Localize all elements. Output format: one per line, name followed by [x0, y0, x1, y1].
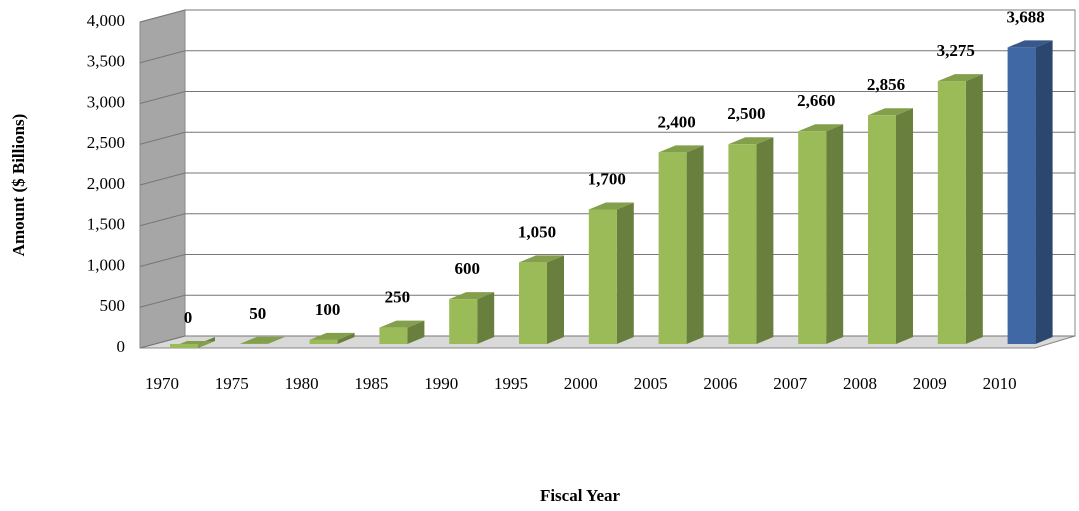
bar-side: [337, 332, 355, 344]
bar: [658, 152, 687, 344]
x-tick-label: 1980: [285, 374, 319, 393]
data-label: 3,275: [937, 41, 975, 60]
x-axis-title: Fiscal Year: [540, 486, 621, 505]
bar-top: [658, 145, 704, 153]
data-label: 2,660: [797, 91, 835, 110]
bar-side: [896, 108, 913, 345]
data-label: 2,500: [727, 104, 765, 123]
data-label: 1,700: [588, 169, 626, 188]
bar-top: [519, 255, 564, 263]
x-tick-label: 2008: [843, 374, 877, 393]
y-tick-label: 2,000: [87, 174, 125, 193]
bar-top: [798, 124, 844, 132]
bar-top: [937, 74, 983, 82]
bar: [519, 262, 547, 344]
x-tick-label: 1995: [494, 374, 528, 393]
y-tick-label: 3,500: [87, 52, 125, 71]
y-tick-label: 1,500: [87, 215, 125, 234]
x-tick-label: 2007: [773, 374, 808, 393]
x-tick-label: 1970: [145, 374, 179, 393]
data-label: 50: [249, 304, 266, 323]
grid-line: [139, 91, 1075, 104]
x-tick-label: 2009: [913, 374, 947, 393]
grid-line: [139, 294, 1075, 308]
bar-side: [477, 292, 495, 344]
x-tick-label: 1990: [424, 374, 458, 393]
x-tick-label: 1975: [215, 374, 249, 393]
data-label: 0: [184, 308, 193, 327]
data-label: 100: [315, 300, 341, 319]
bar-top: [449, 292, 495, 300]
grid-line: [139, 335, 1075, 349]
bar-top: [239, 336, 285, 344]
data-label: 2,856: [867, 75, 905, 94]
bar: [309, 339, 338, 344]
bar-top: [868, 108, 913, 116]
grid-line: [139, 254, 1075, 267]
y-tick-label: 2,500: [87, 133, 125, 152]
bar-side: [547, 255, 564, 344]
y-tick-label: 1,000: [87, 255, 125, 274]
data-label: 600: [454, 259, 480, 278]
y-axis-title: Amount ($ Billions): [9, 114, 28, 257]
bar-side: [965, 74, 983, 345]
data-label: 2,400: [657, 112, 695, 131]
grid-line: [139, 172, 1075, 186]
y-tick-label: 500: [100, 296, 126, 315]
bar-side: [756, 137, 774, 344]
grid-line: [139, 213, 1075, 227]
bar-top: [309, 332, 355, 340]
bar-side: [1035, 40, 1053, 344]
x-tick-label: 2000: [564, 374, 598, 393]
bar-top: [588, 202, 634, 210]
y-tick-label: 3,000: [87, 92, 125, 111]
bar: [937, 81, 966, 345]
x-tick-label: 2010: [983, 374, 1017, 393]
bar-top: [379, 320, 425, 328]
bar: [170, 344, 198, 348]
bar-side: [616, 202, 634, 344]
data-label: 3,688: [1006, 7, 1044, 26]
bar: [1007, 47, 1036, 344]
x-tick-label: 1985: [354, 374, 388, 393]
bar: [588, 209, 617, 344]
data-label: 250: [385, 288, 411, 307]
bar-side: [267, 336, 285, 344]
y-tick-label: 4,000: [87, 11, 125, 30]
bar: [798, 131, 827, 344]
x-tick-label: 2006: [703, 374, 737, 393]
bar: [379, 327, 408, 344]
bar-side: [826, 124, 844, 345]
grid-line: [139, 50, 1075, 64]
bar-top: [728, 137, 774, 145]
grid-line: [139, 131, 1075, 145]
y-tick-label: 0: [117, 337, 126, 356]
grid-line: [139, 9, 1075, 23]
bar: [449, 299, 478, 344]
bar-side: [407, 320, 425, 344]
x-tick-label: 2005: [634, 374, 668, 393]
bar: [728, 144, 757, 344]
bar: [868, 115, 896, 345]
data-label: 1,050: [518, 222, 556, 241]
bar-top: [1007, 40, 1053, 48]
bar-side: [686, 145, 704, 344]
